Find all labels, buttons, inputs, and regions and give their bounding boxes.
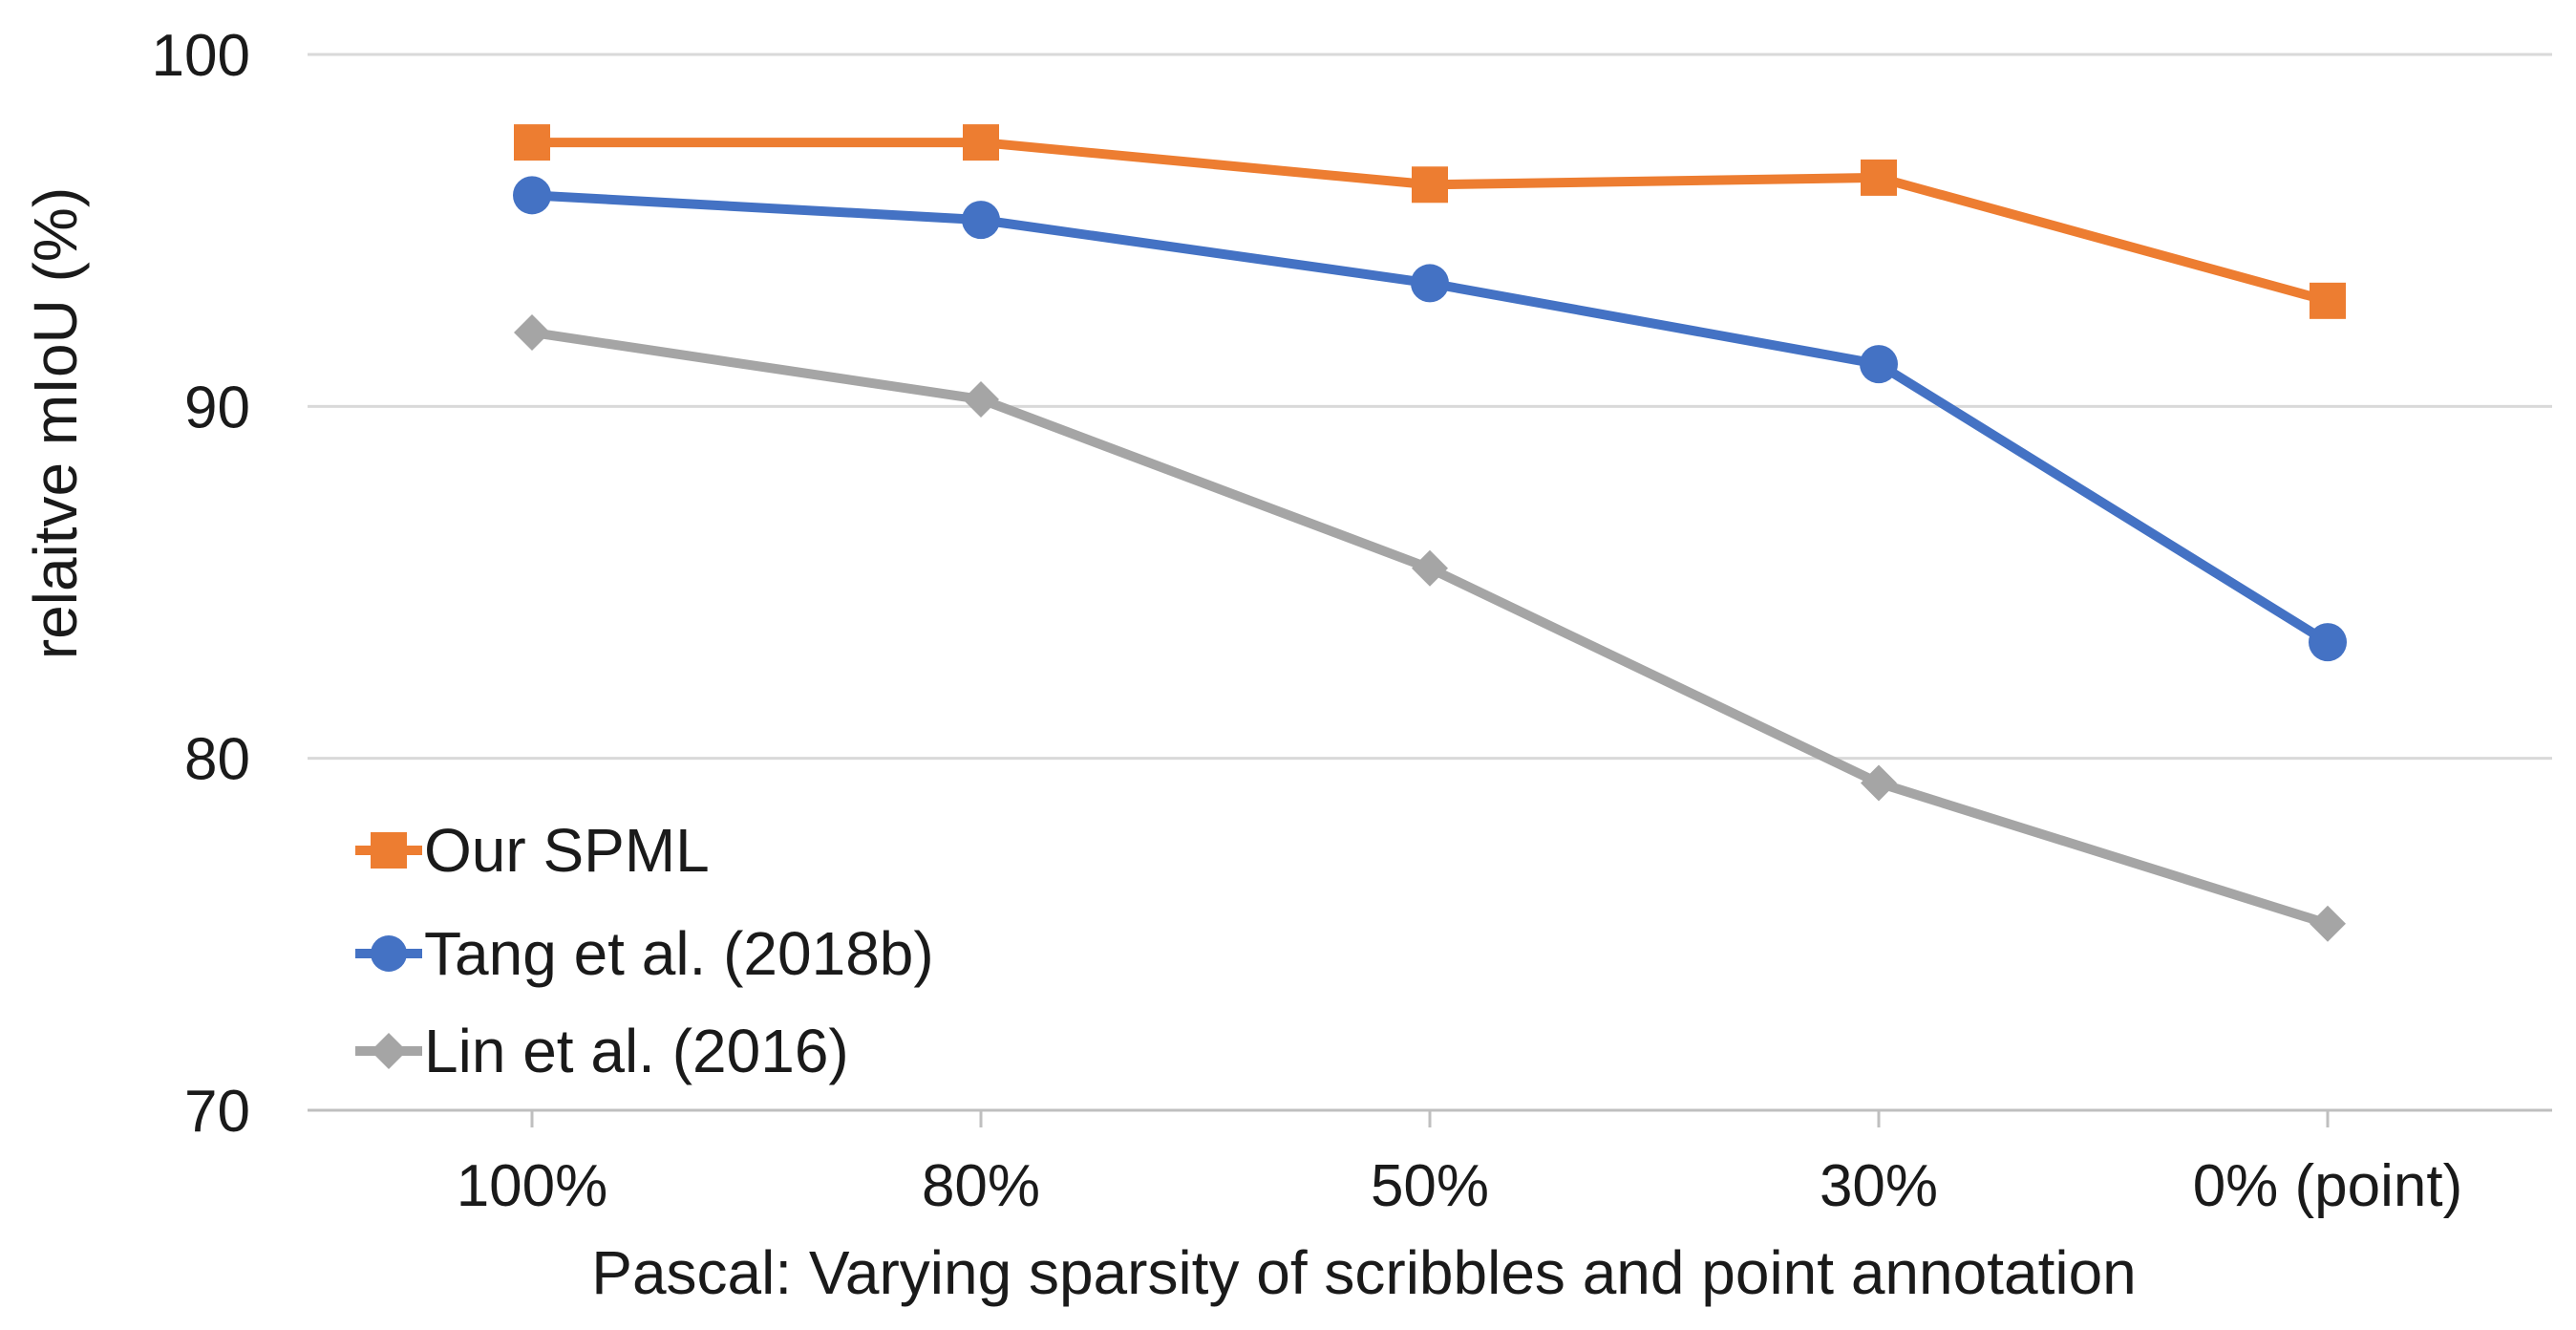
- x-axis-title: Pascal: Varying sparsity of scribbles an…: [591, 1238, 2137, 1307]
- data-point: [963, 380, 999, 418]
- axis-layer: 70 80 90 100 100% 80% 50% 30% 0% (point): [152, 23, 2552, 1219]
- data-point: [513, 176, 551, 215]
- series-square: [514, 124, 2346, 319]
- data-point: [962, 201, 1000, 240]
- series-diamond: [514, 313, 2346, 942]
- x-tick-label: 100%: [457, 1153, 608, 1219]
- series-line: [531, 328, 2330, 929]
- data-point: [1412, 549, 1448, 587]
- series-layer: [513, 124, 2347, 942]
- legend-item: Tang et al. (2018b): [355, 919, 934, 988]
- y-tick-label: 100: [152, 23, 250, 89]
- data-point: [1411, 264, 1449, 303]
- data-point: [2309, 623, 2347, 662]
- y-axis-title: relaitve mIoU (%): [21, 187, 90, 659]
- legend: Our SPML Tang et al. (2018b) Lin et al. (2…: [355, 816, 934, 1085]
- data-point: [1412, 166, 1448, 204]
- legend-label: Our SPML: [424, 816, 710, 885]
- y-tick-label: 90: [184, 375, 250, 440]
- y-tick-label: 70: [184, 1079, 250, 1145]
- legend-marker: [371, 832, 407, 869]
- data-point: [514, 313, 550, 351]
- data-point: [514, 124, 550, 161]
- legend-item: Our SPML: [355, 816, 710, 885]
- data-point: [2310, 905, 2346, 942]
- legend-label: Tang et al. (2018b): [424, 919, 934, 988]
- x-tick-label: 50%: [1371, 1153, 1489, 1219]
- series-circle: [513, 176, 2347, 662]
- legend-marker: [371, 1033, 407, 1069]
- y-tick-label: 80: [184, 727, 250, 793]
- data-point: [963, 124, 999, 161]
- x-tick-label: 80%: [922, 1153, 1040, 1219]
- data-point: [1861, 159, 1897, 196]
- legend-label: Lin et al. (2016): [424, 1017, 849, 1085]
- x-tick-label: 30%: [1820, 1153, 1938, 1219]
- legend-item: Lin et al. (2016): [355, 1017, 849, 1085]
- x-tick-label: 0% (point): [2193, 1153, 2463, 1219]
- data-point: [1861, 764, 1897, 802]
- data-point: [2310, 282, 2346, 319]
- grid-layer: [308, 53, 2552, 761]
- data-point: [1860, 345, 1898, 384]
- legend-marker: [371, 935, 407, 972]
